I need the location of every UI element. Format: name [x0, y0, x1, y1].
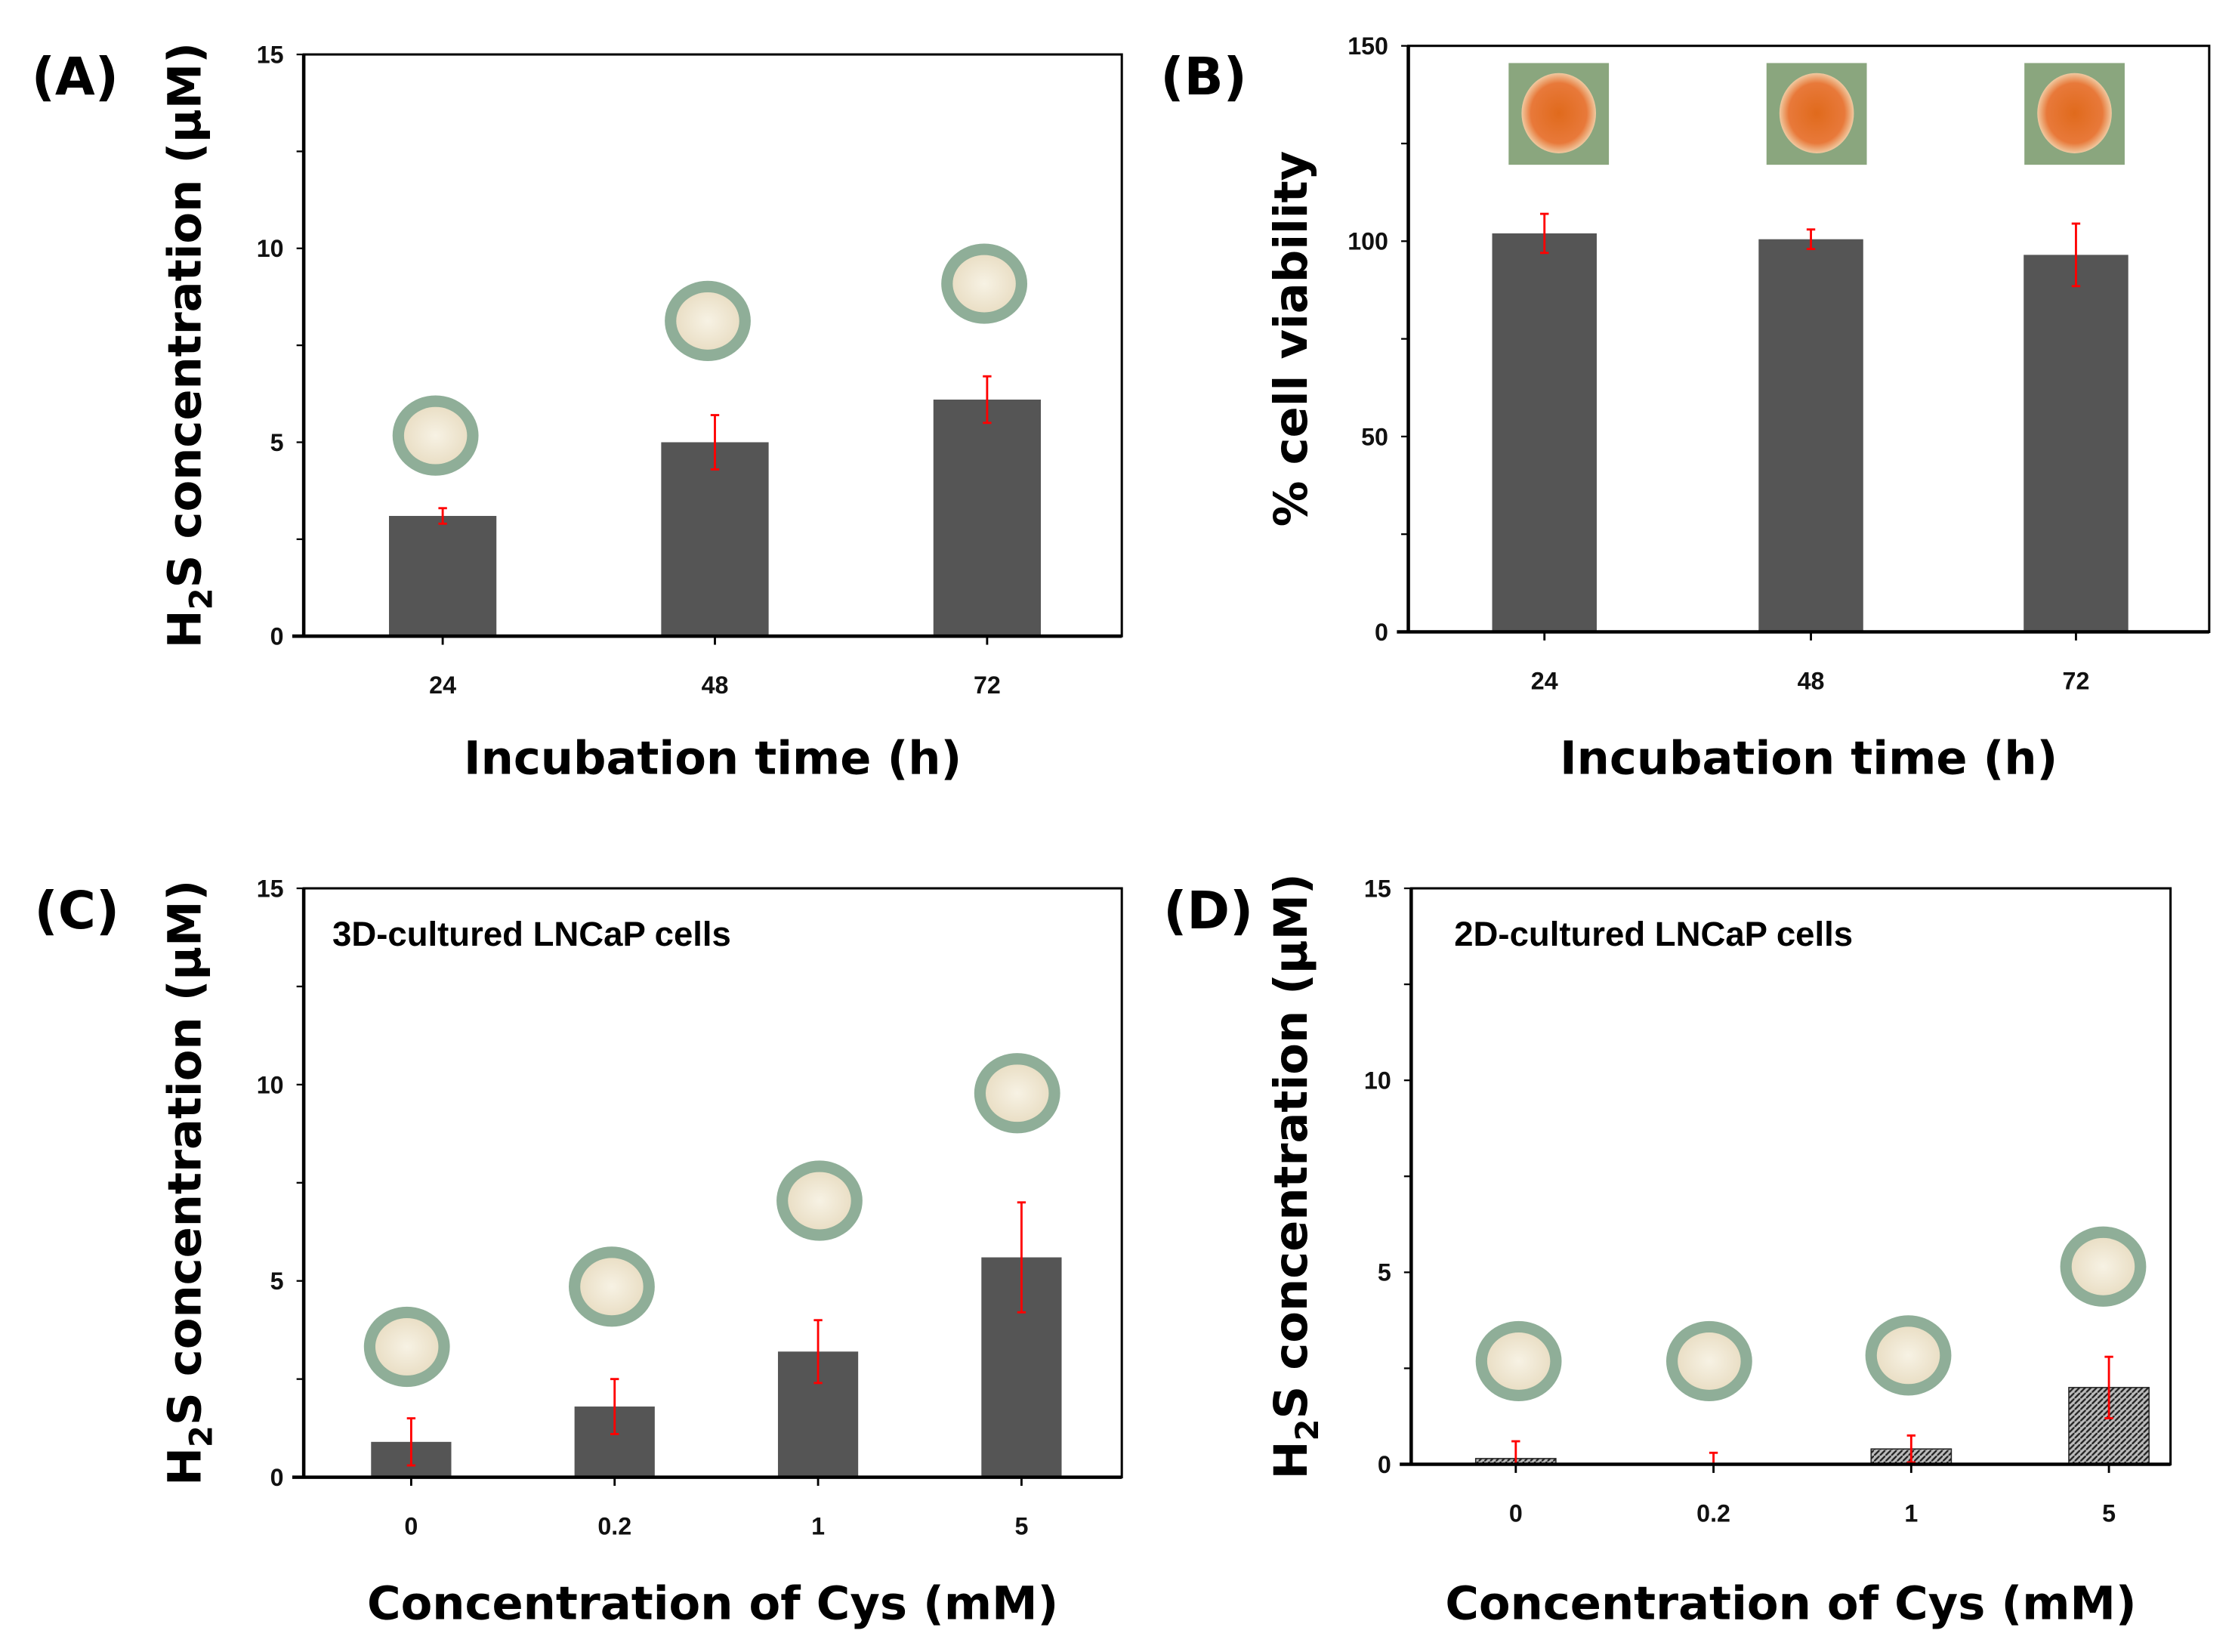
x-tick-label: 48: [702, 672, 729, 699]
stained-spheroid: [1779, 73, 1854, 153]
y-tick-label: 50: [1361, 423, 1388, 450]
x-axis-label: Incubation time (h): [1560, 732, 2057, 785]
x-tick-label: 0: [404, 1512, 418, 1539]
bar-72: [2024, 255, 2128, 632]
culture-disc-center: [403, 406, 468, 465]
stained-spheroid: [2037, 73, 2112, 153]
y-label-main: H: [159, 1447, 212, 1486]
y-tick-label: 100: [1347, 228, 1388, 255]
panel-label: (A): [32, 48, 119, 107]
x-tick-label: 48: [1798, 667, 1825, 694]
y-tick-label: 150: [1347, 32, 1388, 60]
x-tick-label: 24: [429, 672, 456, 699]
y-tick-label: 15: [257, 875, 284, 902]
bar-24: [1492, 233, 1597, 632]
y-axis-label: H2S concentration (µM): [1265, 873, 1326, 1479]
y-label-subscript: 2: [183, 1425, 220, 1447]
x-tick-label: 1: [1904, 1499, 1918, 1527]
x-tick-label: 5: [2102, 1499, 2116, 1527]
y-tick-label: 5: [270, 1268, 284, 1295]
culture-disc-center: [2071, 1237, 2135, 1295]
culture-disc-center: [1678, 1332, 1741, 1390]
culture-disc-center: [788, 1172, 851, 1230]
panel-label: (B): [1160, 48, 1246, 107]
y-tick-label: 0: [270, 1464, 284, 1491]
bar-48: [1758, 239, 1863, 632]
culture-disc-center: [985, 1064, 1049, 1122]
y-label-subscript: 2: [1289, 1419, 1326, 1440]
y-tick-label: 15: [1364, 875, 1391, 902]
stained-spheroid: [1521, 73, 1597, 153]
x-tick-label: 72: [2063, 667, 2090, 694]
panel-label: (C): [35, 882, 120, 941]
y-label-rest: S concentration (µM): [159, 42, 212, 588]
x-tick-label: 1: [811, 1512, 825, 1539]
y-tick-label: 5: [1378, 1259, 1391, 1286]
x-tick-label: 0.2: [1696, 1499, 1730, 1527]
x-tick-label: 72: [974, 672, 1001, 699]
y-tick-label: 10: [257, 235, 284, 262]
y-label-main: % cell viability: [1265, 151, 1318, 527]
panel-label: (D): [1163, 882, 1253, 941]
x-tick-label: 24: [1531, 667, 1558, 694]
bar-24: [388, 516, 497, 637]
x-tick-label: 0.2: [597, 1512, 631, 1539]
y-label-main: H: [159, 610, 212, 648]
culture-disc-center: [580, 1258, 644, 1316]
panel-a: 0 5 10 15 24 48 72 (A) Incubation time (h) H2S co…: [32, 41, 1123, 785]
culture-disc-center: [1486, 1332, 1551, 1390]
panel-annotation: 3D-cultured LNCaP cells: [332, 915, 731, 953]
x-axis-label: Incubation time (h): [464, 732, 962, 785]
x-axis-label: Concentration of Cys (mM): [367, 1577, 1058, 1630]
y-tick-label: 10: [1364, 1067, 1391, 1095]
culture-disc-center: [1876, 1326, 1940, 1385]
y-tick-label: 10: [257, 1071, 284, 1098]
y-label-main: H: [1265, 1441, 1318, 1480]
panel-annotation: 2D-cultured LNCaP cells: [1454, 915, 1853, 953]
y-label-rest: S concentration (µM): [159, 880, 212, 1425]
y-tick-label: 15: [257, 41, 284, 68]
culture-disc-center: [375, 1318, 439, 1376]
y-axis-label: % cell viability: [1265, 151, 1318, 527]
bar-48: [661, 442, 769, 637]
y-tick-label: 0: [1375, 619, 1388, 646]
culture-disc-center: [676, 292, 739, 350]
x-tick-label: 0: [1509, 1499, 1523, 1527]
y-tick-label: 0: [270, 623, 284, 650]
y-label-rest: S concentration (µM): [1265, 873, 1318, 1419]
y-tick-label: 0: [1378, 1451, 1391, 1478]
x-tick-label: 5: [1014, 1512, 1028, 1539]
x-axis-label: Concentration of Cys (mM): [1445, 1577, 2136, 1630]
y-axis-label: H2S concentration (µM): [159, 42, 220, 648]
bar-72: [933, 400, 1042, 637]
y-axis-label: H2S concentration (µM): [159, 880, 220, 1486]
panel-b: 0 50 100 150 24 48 72 (B) Incubation time (h) % c…: [1160, 32, 2211, 785]
culture-disc-center: [952, 255, 1016, 313]
y-label-subscript: 2: [183, 588, 220, 610]
y-tick-label: 5: [270, 429, 284, 456]
